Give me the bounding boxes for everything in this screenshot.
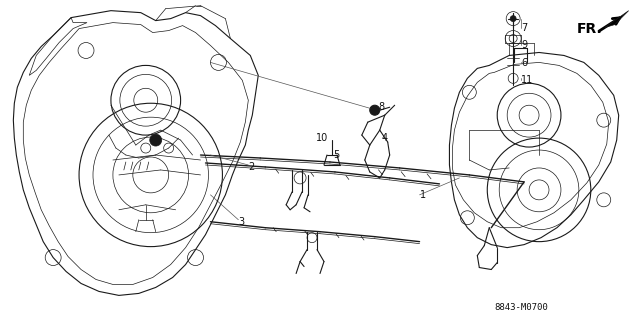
Text: 9: 9 [521,41,527,50]
FancyArrowPatch shape [599,18,620,31]
Text: 6: 6 [521,58,527,68]
Text: 7: 7 [521,23,527,33]
Text: 1: 1 [420,190,426,200]
Circle shape [370,105,380,115]
Text: 10: 10 [316,133,328,143]
Circle shape [510,16,516,22]
Text: 5: 5 [333,150,339,160]
Text: 4: 4 [381,133,388,143]
Text: 8843-M0700: 8843-M0700 [494,303,548,312]
Text: FR.: FR. [577,22,603,36]
Text: 3: 3 [238,217,244,227]
Text: 8: 8 [379,102,385,112]
Polygon shape [605,11,628,27]
Text: 2: 2 [248,162,255,172]
Circle shape [150,134,162,146]
Text: 11: 11 [521,75,533,85]
